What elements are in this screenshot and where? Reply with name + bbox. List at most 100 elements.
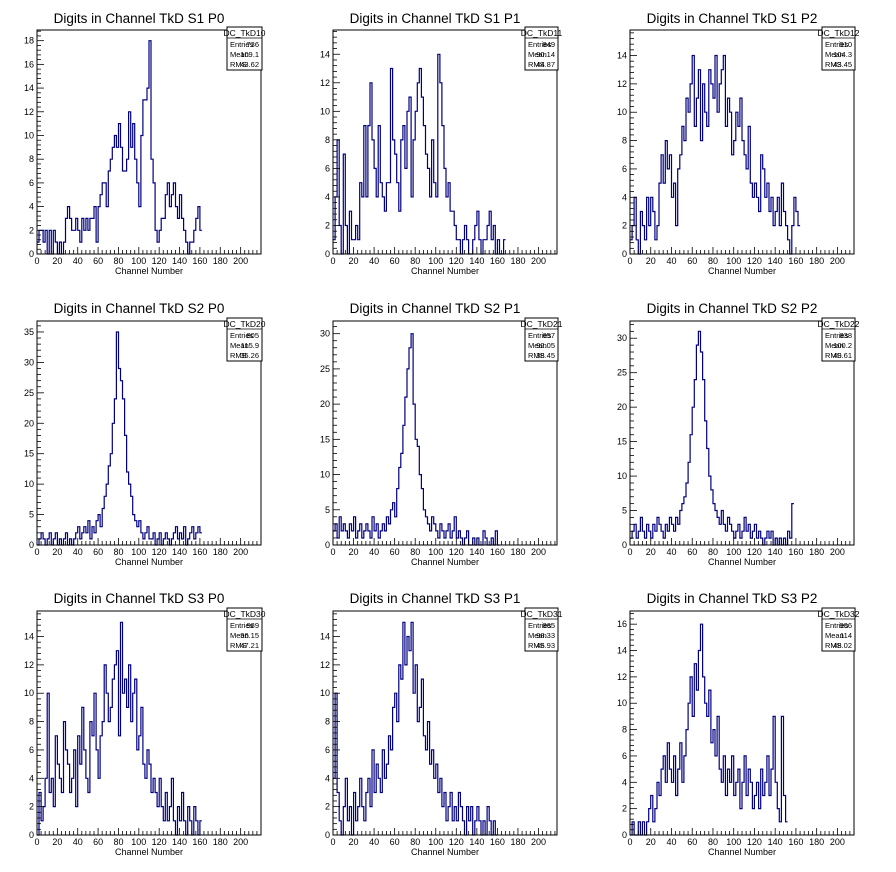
chart-title: Digits in Channel TkD S3 P2 bbox=[647, 591, 818, 606]
x-tick-label: 100 bbox=[131, 256, 146, 266]
stats-box-frame bbox=[524, 26, 559, 71]
stats-entries-value: 657 bbox=[542, 331, 555, 340]
x-tick-label: 140 bbox=[172, 837, 187, 847]
y-tick-label: 12 bbox=[320, 660, 330, 670]
x-tick-label: 60 bbox=[93, 837, 103, 847]
y-tick-label: 8 bbox=[29, 717, 34, 727]
stats-mean-label: Mean bbox=[825, 341, 844, 350]
stats-mean-value: 98.33 bbox=[536, 631, 555, 640]
stats-rms-label: RMS bbox=[230, 351, 247, 360]
x-tick-label: 20 bbox=[646, 256, 656, 266]
x-tick-label: 180 bbox=[213, 547, 228, 557]
x-axis-label: Channel Number bbox=[115, 847, 183, 857]
stats-mean-value: 104.3 bbox=[833, 50, 852, 59]
x-tick-label: 0 bbox=[34, 837, 39, 847]
histogram-series-line bbox=[333, 621, 498, 836]
x-tick-label: 160 bbox=[490, 837, 505, 847]
x-tick-label: 60 bbox=[390, 837, 400, 847]
stats-entries-label: Entries bbox=[825, 40, 849, 49]
x-tick-label: 100 bbox=[726, 256, 741, 266]
y-tick-label: 10 bbox=[24, 688, 34, 698]
x-tick-label: 120 bbox=[747, 837, 762, 847]
x-tick-label: 80 bbox=[410, 256, 420, 266]
plot-frame bbox=[332, 29, 558, 255]
x-tick-label: 180 bbox=[809, 256, 824, 266]
stats-entries-value: 865 bbox=[542, 621, 555, 630]
stats-rms-value: 38.45 bbox=[536, 351, 555, 360]
stats-rms-label: RMS bbox=[825, 641, 842, 650]
x-axis-label: Channel Number bbox=[708, 847, 776, 857]
y-tick-label: 6 bbox=[622, 751, 627, 761]
y-tick-label: 15 bbox=[320, 434, 330, 444]
stats-box-frame bbox=[226, 26, 263, 71]
y-tick-label: 0 bbox=[29, 249, 34, 259]
x-axis-label: Channel Number bbox=[411, 847, 479, 857]
stats-mean-value: 96.15 bbox=[240, 631, 259, 640]
stats-box-frame bbox=[524, 607, 559, 652]
x-tick-label: 40 bbox=[369, 837, 379, 847]
x-tick-label: 100 bbox=[428, 256, 443, 266]
stats-box-frame bbox=[821, 26, 856, 71]
histogram-panel: Digits in Channel TkD S1 P20 20 40 60 80 100 1… bbox=[617, 11, 860, 276]
y-tick-label: 4 bbox=[622, 192, 627, 202]
x-tick-label: 180 bbox=[213, 256, 228, 266]
y-tick-label: 10 bbox=[320, 688, 330, 698]
histogram-panel: Digits in Channel TkD S1 P00 20 40 60 80 100 1… bbox=[24, 11, 266, 276]
y-tick-label: 0 bbox=[325, 540, 330, 550]
x-tick-label: 20 bbox=[52, 837, 62, 847]
x-tick-label: 20 bbox=[52, 547, 62, 557]
chart-title: Digits in Channel TkD S2 P2 bbox=[647, 301, 818, 316]
x-tick-label: 40 bbox=[73, 547, 83, 557]
y-tick-label: 30 bbox=[617, 333, 627, 343]
stats-mean-value: 100.2 bbox=[833, 341, 852, 350]
y-tick-label: 0 bbox=[622, 830, 627, 840]
x-tick-label: 60 bbox=[687, 256, 697, 266]
y-tick-label: 12 bbox=[24, 107, 34, 117]
histogram-panel: Digits in Channel TkD S2 P10 20 40 60 80 100 1… bbox=[320, 301, 563, 567]
x-tick-label: 200 bbox=[233, 547, 248, 557]
stats-entries-label: Entries bbox=[230, 40, 254, 49]
stats-entries-value: 849 bbox=[542, 40, 555, 49]
x-tick-label: 100 bbox=[428, 837, 443, 847]
stats-entries-label: Entries bbox=[230, 621, 254, 630]
x-tick-label: 0 bbox=[330, 256, 335, 266]
stats-rms-value: 47.21 bbox=[240, 641, 259, 650]
stats-rms-value: 40.61 bbox=[833, 351, 852, 360]
y-tick-label: 4 bbox=[622, 777, 627, 787]
histogram-series-line bbox=[333, 333, 500, 546]
y-tick-label: 14 bbox=[617, 646, 627, 656]
y-tick-label: 10 bbox=[617, 107, 627, 117]
x-tick-label: 120 bbox=[152, 547, 167, 557]
x-tick-label: 160 bbox=[192, 547, 207, 557]
y-tick-label: 8 bbox=[325, 135, 330, 145]
stats-histogram-name: DC_TkD30 bbox=[223, 609, 265, 619]
chart-title: Digits in Channel TkD S1 P1 bbox=[350, 11, 521, 26]
chart-title: Digits in Channel TkD S3 P1 bbox=[350, 591, 521, 606]
y-tick-label: 14 bbox=[320, 632, 330, 642]
x-tick-label: 120 bbox=[152, 837, 167, 847]
y-tick-label: 10 bbox=[24, 130, 34, 140]
stats-box-frame bbox=[226, 317, 263, 362]
y-tick-label: 14 bbox=[320, 49, 330, 59]
x-tick-label: 120 bbox=[449, 256, 464, 266]
stats-histogram-name: DC_TkD20 bbox=[223, 319, 265, 329]
plot-frame bbox=[629, 320, 855, 546]
x-tick-label: 200 bbox=[830, 837, 845, 847]
x-tick-label: 40 bbox=[666, 837, 676, 847]
stats-rms-value: 35.26 bbox=[240, 351, 259, 360]
x-tick-label: 40 bbox=[73, 837, 83, 847]
stats-entries-label: Entries bbox=[528, 331, 552, 340]
x-tick-label: 80 bbox=[410, 547, 420, 557]
x-tick-label: 140 bbox=[768, 547, 783, 557]
x-axis-label: Channel Number bbox=[115, 557, 183, 567]
x-tick-label: 60 bbox=[390, 256, 400, 266]
histogram-panel: Digits in Channel TkD S3 P00 20 40 60 80 100 1… bbox=[24, 591, 266, 857]
x-tick-label: 160 bbox=[490, 256, 505, 266]
histogram-series-line bbox=[333, 53, 506, 255]
x-tick-label: 180 bbox=[510, 256, 525, 266]
stats-box-frame bbox=[821, 317, 856, 362]
y-tick-label: 4 bbox=[325, 773, 330, 783]
x-tick-label: 100 bbox=[428, 547, 443, 557]
y-tick-label: 2 bbox=[29, 802, 34, 812]
y-tick-label: 25 bbox=[320, 364, 330, 374]
